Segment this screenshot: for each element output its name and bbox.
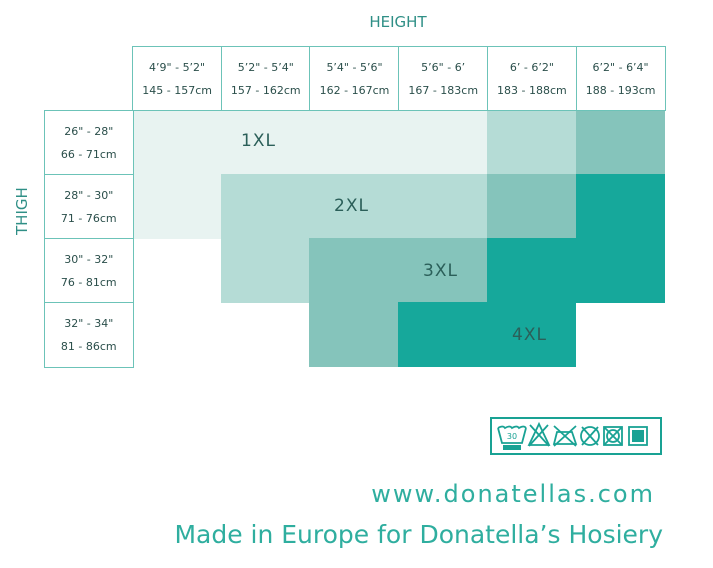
size-cell [398, 110, 488, 175]
thigh-row-header: 30" - 32" 76 - 81cm [44, 238, 134, 304]
height-imperial: 5’4" - 5’6" [326, 60, 383, 74]
svg-text:30: 30 [507, 432, 517, 441]
height-metric: 162 - 167cm [319, 83, 390, 97]
size-cell [220, 110, 310, 175]
size-cell [220, 238, 310, 303]
height-imperial: 6’ - 6’2" [509, 60, 554, 74]
height-imperial: 4’9" - 5’2" [149, 60, 206, 74]
care-instructions: 30 [490, 417, 662, 455]
size-cell [575, 110, 665, 175]
no-dry-clean-icon [580, 426, 600, 446]
thigh-imperial: 28" - 30" [64, 188, 114, 202]
no-bleach-icon [527, 421, 551, 447]
dry-flat-icon [628, 426, 648, 446]
size-cell [486, 238, 576, 303]
size-cell [575, 174, 665, 239]
tagline: Made in Europe for Donatella’s Hosiery [174, 520, 663, 549]
height-column-header: 5’4" - 5’6" 162 - 167cm [309, 46, 400, 111]
height-imperial: 5’2" - 5’4" [237, 60, 294, 74]
size-label-1xl: 1XL [241, 131, 276, 151]
size-cell [132, 174, 222, 239]
size-cell [220, 174, 310, 239]
height-imperial: 6’2" - 6’4" [592, 60, 649, 74]
height-metric: 157 - 162cm [230, 83, 301, 97]
size-cell [309, 238, 399, 303]
thigh-metric: 66 - 71cm [60, 147, 117, 161]
size-cell [398, 238, 488, 303]
thigh-metric: 76 - 81cm [60, 275, 117, 289]
website-link[interactable]: www.donatellas.com [371, 480, 655, 508]
thigh-metric: 81 - 86cm [60, 339, 117, 353]
height-column-header: 5’2" - 5’4" 157 - 162cm [220, 46, 311, 111]
no-iron-icon [552, 425, 578, 447]
thigh-metric: 71 - 76cm [60, 211, 117, 225]
height-column-header: 6’2" - 6’4" 188 - 193cm [575, 46, 666, 111]
size-cell [132, 110, 222, 175]
size-cell [486, 302, 576, 367]
wash-30-icon: 30 [497, 425, 527, 450]
thigh-imperial: 26" - 28" [64, 124, 114, 138]
height-metric: 145 - 157cm [142, 83, 212, 97]
no-tumble-dry-icon [603, 426, 623, 446]
height-column-header: 5’6" - 6’ 167 - 183cm [398, 46, 489, 111]
thigh-imperial: 32" - 34" [64, 316, 114, 330]
size-label-4xl: 4XL [512, 325, 547, 345]
height-imperial: 5’6" - 6’ [421, 60, 466, 74]
size-cell [575, 238, 665, 303]
thigh-row-header: 28" - 30" 71 - 76cm [44, 174, 134, 240]
thigh-axis-label: THIGH [13, 187, 31, 235]
height-column-header: 4’9" - 5’2" 145 - 157cm [132, 46, 223, 111]
height-metric: 188 - 193cm [585, 83, 656, 97]
height-metric: 183 - 188cm [497, 83, 567, 97]
size-cell [309, 110, 399, 175]
size-cell [309, 174, 399, 239]
size-cell [309, 302, 399, 367]
height-column-header: 6’ - 6’2" 183 - 188cm [486, 46, 577, 111]
thigh-row-header: 32" - 34" 81 - 86cm [44, 302, 134, 368]
size-cell [398, 302, 488, 367]
size-cell [486, 174, 576, 239]
thigh-imperial: 30" - 32" [64, 252, 114, 266]
thigh-row-header: 26" - 28" 66 - 71cm [44, 110, 134, 176]
size-cell [398, 174, 488, 239]
size-label-3xl: 3XL [423, 261, 458, 281]
size-label-2xl: 2XL [334, 196, 369, 216]
size-cell [486, 110, 576, 175]
height-metric: 167 - 183cm [408, 83, 479, 97]
height-axis-label: HEIGHT [369, 13, 427, 31]
